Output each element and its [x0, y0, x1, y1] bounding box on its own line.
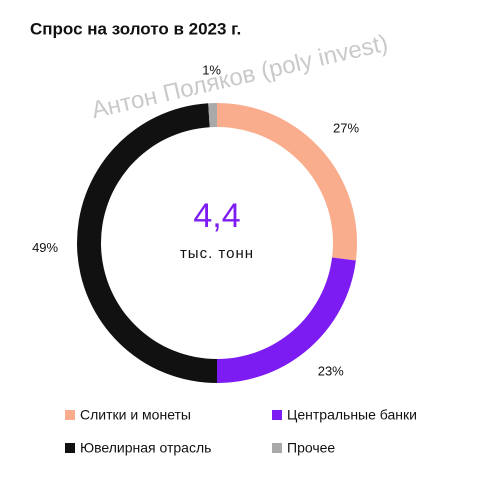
value-label: 23%	[318, 363, 344, 378]
center-unit: тыс. тонн	[180, 245, 254, 262]
donut-segment	[208, 103, 217, 128]
chart-title: Спрос на золото в 2023 г.	[30, 19, 241, 38]
value-label: 49%	[32, 240, 58, 255]
donut-segment	[217, 103, 357, 261]
legend-swatch	[65, 443, 75, 453]
donut-segment	[217, 257, 356, 383]
legend-label: Прочее	[287, 440, 335, 456]
legend-label: Ювелирная отрасль	[80, 440, 211, 456]
legend-label: Слитки и монеты	[80, 407, 191, 423]
legend-label: Центральные банки	[287, 407, 417, 423]
legend-swatch	[65, 410, 75, 420]
value-label: 27%	[333, 121, 359, 136]
legend-swatch	[272, 443, 282, 453]
value-label: 1%	[202, 63, 221, 78]
donut-segment	[77, 103, 217, 384]
center-value: 4,4	[193, 197, 240, 235]
legend-swatch	[272, 410, 282, 420]
